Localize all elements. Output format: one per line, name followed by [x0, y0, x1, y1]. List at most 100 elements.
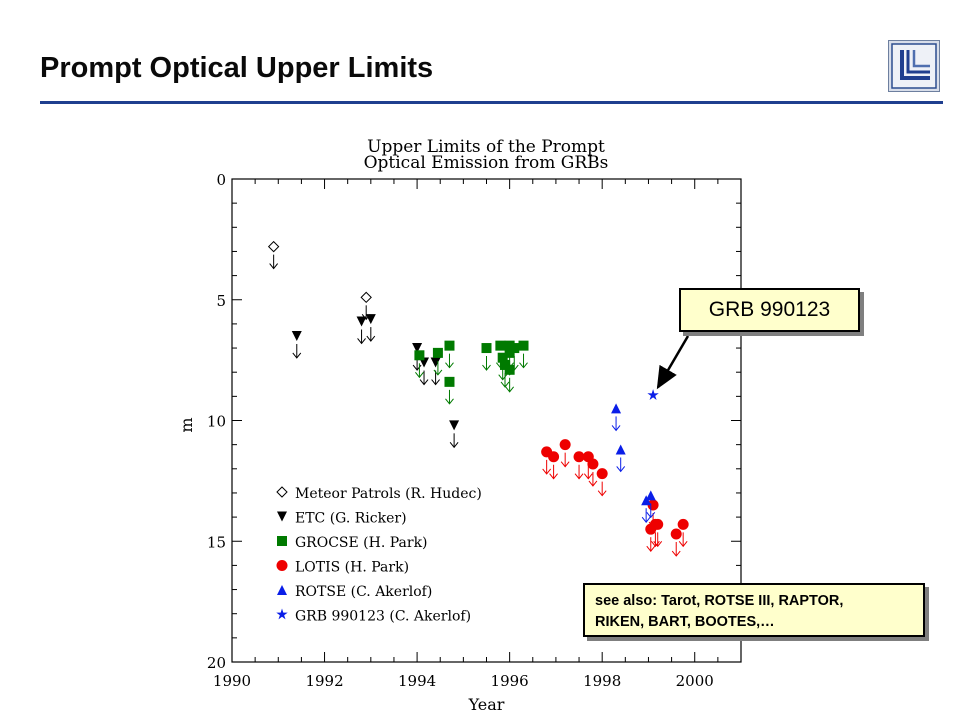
- data-point: [497, 352, 508, 363]
- upper-limit-arrow: [292, 343, 302, 359]
- marker-shape: [277, 536, 287, 546]
- data-point: [596, 468, 608, 480]
- arrow-head: [269, 263, 279, 270]
- chart-title: Upper Limits of the Prompt: [367, 137, 605, 157]
- marker-shape: [481, 343, 492, 354]
- data-point: [504, 364, 515, 375]
- marker-shape: [548, 451, 560, 463]
- arrow-head: [431, 379, 440, 386]
- x-tick-label: 1992: [305, 672, 343, 690]
- data-point: [677, 518, 689, 530]
- upper-limit-arrow: [482, 356, 491, 371]
- marker-shape: [444, 376, 455, 387]
- marker-shape: [509, 343, 520, 354]
- marker-shape: [645, 490, 656, 501]
- marker-shape: [276, 608, 288, 620]
- y-tick-label: 0: [216, 171, 226, 189]
- upper-limit-arrow: [519, 353, 528, 369]
- arrow-head: [678, 541, 688, 548]
- arrow-head: [560, 461, 570, 468]
- arrow-head: [542, 468, 552, 475]
- legend-entry: Meteor Patrols (R. Hudec): [295, 486, 482, 502]
- upper-limit-arrow: [616, 457, 626, 473]
- title-underline: [40, 101, 943, 104]
- data-point: [444, 376, 455, 387]
- data-point: [360, 291, 372, 304]
- marker-shape: [277, 585, 287, 595]
- data-point: [414, 350, 425, 361]
- marker-shape: [449, 420, 460, 431]
- marker-shape: [277, 511, 287, 522]
- marker-shape: [587, 458, 599, 470]
- data-point: [611, 403, 622, 414]
- y-tick-label: 10: [207, 413, 226, 431]
- data-point: [432, 347, 443, 358]
- data-point: [573, 451, 585, 463]
- data-point: [412, 343, 423, 354]
- chart-subtitle: Optical Emission from GRBs: [364, 153, 609, 173]
- marker-shape: [267, 240, 280, 253]
- marker-shape: [518, 340, 529, 351]
- data-point: [365, 314, 376, 325]
- see-also-callout: see also: Tarot, ROTSE III, RAPTOR, RIKE…: [583, 583, 925, 637]
- upper-limit-arrow: [500, 372, 510, 388]
- x-tick-label: 1998: [583, 672, 621, 690]
- upper-limit-arrow: [611, 416, 621, 432]
- upper-limit-arrow: [505, 377, 515, 393]
- marker-shape: [365, 314, 376, 325]
- legend-marker: [277, 585, 287, 595]
- marker-shape: [677, 518, 689, 530]
- legend-entry: GROCSE (H. Park): [295, 535, 428, 551]
- y-axis-label: m: [177, 417, 196, 432]
- arrow-head: [641, 516, 651, 523]
- upper-limit-arrow: [671, 542, 681, 557]
- marker-shape: [495, 340, 506, 351]
- arrow-head: [445, 362, 454, 369]
- y-tick-label: 20: [207, 654, 226, 672]
- arrow-head: [588, 480, 598, 487]
- axis-ticks: [231, 178, 742, 663]
- x-axis-label: Year: [468, 695, 505, 714]
- see-also-line-2: RIKEN, BART, BOOTES,…: [595, 614, 775, 630]
- marker-shape: [670, 528, 682, 540]
- upper-limit-arrow: [583, 464, 593, 480]
- marker-shape: [291, 330, 302, 341]
- data-point: [444, 340, 455, 351]
- data-point: [615, 444, 626, 455]
- upper-limit-arrow: [542, 459, 552, 475]
- arrow-head: [505, 386, 515, 393]
- marker-shape: [432, 347, 443, 358]
- legend-marker: [276, 560, 288, 571]
- legend-entry: LOTIS (H. Park): [295, 560, 409, 576]
- marker-shape: [559, 439, 571, 451]
- upper-limit-arrow: [431, 370, 440, 386]
- upper-limit-arrow: [597, 481, 607, 497]
- marker-shape: [497, 352, 508, 363]
- data-point: [559, 439, 571, 451]
- legend-marker: [277, 511, 287, 522]
- upper-limit-arrow: [560, 452, 570, 468]
- x-tick-label: 1990: [213, 672, 251, 690]
- data-point: [495, 340, 506, 351]
- upper-limit-arrow: [641, 508, 651, 523]
- upper-limit-arrow: [433, 360, 443, 376]
- page-title: Prompt Optical Upper Limits: [40, 52, 434, 84]
- arrow-head: [597, 490, 607, 497]
- upper-limit-arrow: [419, 370, 429, 386]
- arrow-head: [449, 442, 459, 449]
- arrow-head: [646, 512, 656, 519]
- upper-limit-arrow: [678, 532, 688, 548]
- data-point: [430, 357, 441, 368]
- data-point: [291, 330, 302, 341]
- upper-limit-arrow: [653, 532, 663, 548]
- arrow-head: [583, 473, 593, 480]
- marker-shape: [412, 343, 423, 354]
- legend-marker: [276, 486, 288, 498]
- data-point: [356, 316, 367, 327]
- x-tick-label: 1996: [491, 672, 529, 690]
- arrow-head: [357, 338, 366, 345]
- grb-990123-callout: GRB 990123: [679, 288, 860, 332]
- callout-arrow: [656, 335, 690, 390]
- marker-shape: [356, 316, 367, 327]
- arrow-head: [445, 398, 454, 405]
